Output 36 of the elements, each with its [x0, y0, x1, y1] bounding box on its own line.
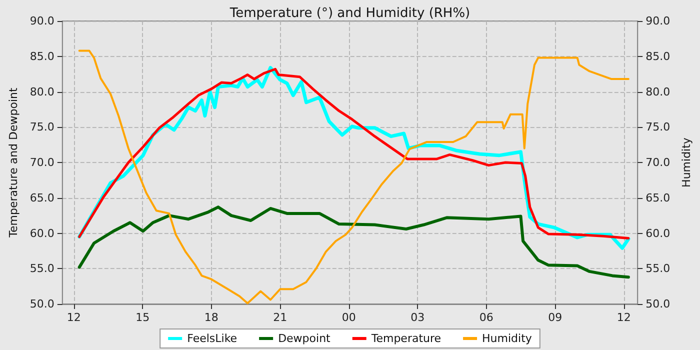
legend-label: Temperature: [370, 332, 442, 345]
line-series: [78, 50, 630, 304]
y2-tick-label: 60.0: [646, 226, 670, 240]
x-tick-label: 18: [204, 311, 218, 324]
y-tick-label: 55.0: [30, 262, 54, 276]
y2-tick-label: 85.0: [646, 50, 670, 63]
legend-label: Humidity: [482, 332, 532, 345]
legend-label: FeelsLike: [187, 332, 238, 345]
x-tick-label: 00: [342, 311, 356, 324]
chart-title: Temperature (°) and Humidity (RH%): [228, 6, 470, 21]
x-tick-label: 15: [136, 311, 150, 324]
x-tick-label: 09: [548, 311, 562, 324]
x-tick-label: 03: [410, 311, 425, 324]
y2-axis-title: Humidity: [680, 137, 693, 188]
y-tick-label: 70.0: [30, 156, 54, 169]
x-tick-label: 21: [273, 311, 288, 324]
x-tick-label: 12: [616, 311, 631, 324]
y-tick-label: 65.0: [30, 191, 54, 204]
y2-tick-label: 75.0: [646, 120, 670, 134]
line-series: [78, 206, 630, 279]
y2-tick-label: 65.0: [646, 191, 670, 204]
legend-label: Dewpoint: [278, 332, 332, 345]
y-tick-label: 85.0: [30, 50, 54, 63]
y2-tick-label: 55.0: [646, 262, 670, 276]
y2-tick-label: 80.0: [646, 85, 670, 98]
y-axis-title: Temperature and Dewpoint: [7, 86, 20, 238]
y-tick-label: 90.0: [30, 14, 54, 28]
y2-tick-label: 90.0: [646, 14, 670, 28]
y-tick-label: 60.0: [30, 226, 54, 240]
y2-tick-label: 70.0: [646, 156, 670, 169]
y2-tick-label: 50.0: [646, 298, 670, 310]
x-tick-label: 12: [66, 311, 81, 324]
y-tick-label: 75.0: [30, 120, 54, 134]
y-tick-label: 80.0: [30, 85, 54, 98]
x-tick-label: 06: [479, 311, 494, 324]
y-tick-label: 50.0: [30, 298, 54, 310]
